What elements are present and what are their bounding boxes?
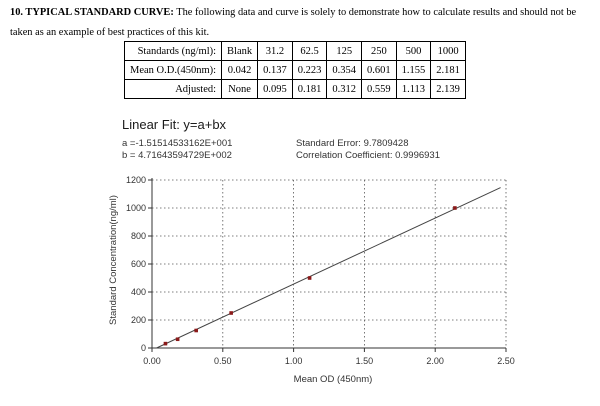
- y-tick-label: 400: [131, 287, 146, 297]
- data-point: [175, 337, 180, 342]
- x-tick-label: 0.50: [214, 356, 232, 366]
- data-point: [194, 328, 198, 333]
- y-tick-label: 0: [141, 343, 146, 353]
- y-tick-label: 1200: [126, 175, 146, 185]
- data-points: [163, 206, 457, 346]
- section-title: 10. TYPICAL STANDARD CURVE:: [10, 7, 174, 18]
- coefficient-b: b = 4.71643594729E+002: [122, 150, 232, 161]
- grid-lines: [152, 179, 507, 348]
- table-cell: 0.559: [361, 79, 397, 99]
- standard-error: Standard Error: 9.7809428: [296, 138, 409, 149]
- x-axis-label: Mean OD (450nm): [294, 374, 373, 385]
- table-row: Adjusted: None 0.095 0.181 0.312 0.559 1.113 2.…: [123, 79, 466, 99]
- data-point: [453, 206, 457, 210]
- y-tick-label: 800: [131, 231, 146, 241]
- y-tick-label: 1000: [126, 203, 146, 213]
- x-tick-label: 0.00: [143, 356, 161, 366]
- y-axis-label: Standard Concentration(ng/ml): [108, 195, 119, 325]
- table-row: Mean O.D.(450nm): 0.042 0.137 0.223 0.354 0.6…: [123, 60, 466, 80]
- section-heading: 10. TYPICAL STANDARD CURVE: The followin…: [10, 3, 594, 43]
- table-cell: None: [221, 79, 259, 99]
- coefficient-a: a =-1.51514533162E+001: [122, 138, 233, 149]
- axes: [148, 178, 507, 352]
- data-point: [229, 311, 233, 315]
- tick-labels: 0 200 400 600 800 1000 1200 0.00 0.50 1.00 1.50 2.0…: [126, 175, 515, 366]
- x-tick-label: 1.50: [356, 356, 374, 366]
- table-cell: 0.042: [221, 60, 259, 80]
- x-tick-label: 1.00: [285, 356, 303, 366]
- fit-title: Linear Fit: y=a+bx: [122, 117, 227, 132]
- section-description: The following data and curve is solely t…: [10, 7, 577, 38]
- row-label: Adjusted:: [123, 79, 223, 99]
- data-point: [163, 341, 168, 346]
- x-tick-label: 2.50: [497, 356, 515, 366]
- y-tick-label: 600: [131, 259, 146, 269]
- fit-line-group: [156, 187, 501, 349]
- standards-table: Standards (ng/ml): Blank 31.2 62.5 125 250 500…: [123, 41, 466, 99]
- data-point: [307, 276, 312, 280]
- fit-line: [156, 187, 501, 349]
- correlation-coefficient: Correlation Coefficient: 0.9996931: [296, 150, 441, 161]
- y-tick-label: 200: [131, 315, 146, 325]
- table-cell: 2.139: [430, 79, 466, 99]
- x-tick-label: 2.00: [426, 356, 444, 366]
